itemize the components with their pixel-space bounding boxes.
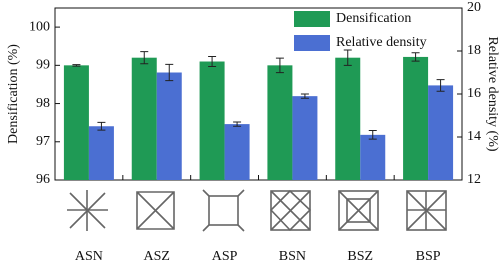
- bar: [156, 72, 182, 180]
- bar: [88, 126, 114, 180]
- error-bar: [140, 51, 149, 65]
- x-tick-label: ASN: [75, 249, 103, 264]
- legend-swatch: [294, 35, 330, 51]
- plot-frame: [54, 7, 463, 181]
- category-icons: [67, 189, 447, 232]
- x-tick-label: BSP: [416, 249, 441, 264]
- bar: [199, 61, 225, 181]
- y-tick-label: 98: [36, 96, 50, 111]
- legend-label: Densification: [336, 11, 411, 26]
- error-bar: [233, 121, 242, 127]
- legend-label: Relative density: [336, 35, 427, 50]
- bar: [403, 56, 429, 180]
- error-bar: [300, 93, 309, 99]
- error-bar: [343, 49, 352, 66]
- y2-tick-label: 14: [467, 129, 481, 144]
- bar: [63, 65, 89, 180]
- x-tick-label: BSN: [279, 249, 306, 264]
- x-tick-label: ASP: [212, 249, 238, 264]
- y-tick-label: 97: [36, 134, 50, 149]
- x-tick-label: BSZ: [347, 249, 373, 264]
- y2-axis-label: Relative density (%): [485, 36, 500, 151]
- error-bar: [368, 130, 377, 140]
- bar: [335, 57, 361, 180]
- bar: [292, 96, 318, 180]
- error-bar: [208, 56, 217, 67]
- error-bar: [97, 121, 106, 131]
- y2-tick-label: 18: [467, 43, 481, 58]
- error-bar: [275, 57, 284, 74]
- bar: [267, 65, 293, 180]
- legend-swatch: [294, 11, 330, 27]
- error-bar: [411, 52, 420, 62]
- y-tick-label: 96: [36, 172, 50, 187]
- y2-tick-label: 20: [467, 0, 481, 15]
- y-axis-label: Densification (%): [6, 44, 21, 144]
- bar: [428, 85, 454, 180]
- bar: [131, 57, 157, 180]
- bar: [224, 124, 250, 180]
- y-tick-label: 99: [36, 58, 50, 73]
- error-bar: [436, 79, 445, 92]
- y-tick-label: 100: [29, 19, 50, 34]
- error-bar: [165, 63, 174, 82]
- y2-tick-label: 16: [467, 86, 481, 101]
- bar: [360, 134, 386, 180]
- x-tick-label: ASZ: [144, 249, 170, 264]
- error-bar: [72, 64, 81, 67]
- y2-tick-label: 12: [467, 172, 481, 187]
